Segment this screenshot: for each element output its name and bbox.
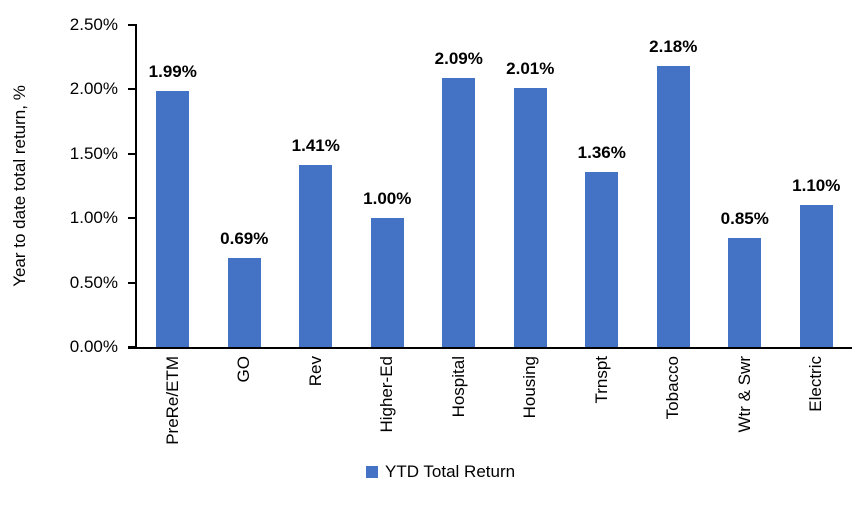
bar-value-label: 2.09% [434,48,483,68]
bar [728,237,762,347]
x-category-label: Hospital [448,356,468,418]
bar-value-label: 1.36% [577,142,626,162]
x-category-label: Wtr & Swr [734,356,754,433]
y-tick-mark [128,346,137,348]
bar [585,171,619,347]
y-axis-title: Year to date total return, % [10,85,29,287]
bar-value-label: 1.99% [148,61,197,81]
legend-label: YTD Total Return [385,462,516,481]
bar [299,165,333,347]
bar [799,205,833,347]
bar-value-label: 1.41% [291,136,340,156]
x-category-label: Electric [806,356,826,412]
x-category-label: Higher-Ed [377,356,397,433]
y-tick-mark [128,152,137,155]
bar [370,218,404,347]
bar [656,66,690,347]
y-tick-label: 2.00% [69,79,118,99]
y-tick-label: 2.50% [69,15,118,34]
x-category-label: Tobacco [663,356,683,420]
bar-value-label: 0.85% [720,208,769,228]
y-axis-line [135,25,137,349]
y-tick-label: 1.50% [69,143,118,163]
x-category-label: Trnspt [591,356,611,404]
bar-value-label: 2.18% [649,37,698,57]
x-axis-line [128,347,852,349]
bar [442,77,476,347]
bar [227,258,261,347]
bar [156,90,190,347]
y-tick-mark [128,281,137,284]
bar-value-label: 1.10% [792,176,841,196]
plot-area: 1.99% 0.69% 1.41% 1.00% 2.09% 2.01% 1.36% 2.18%… [137,25,852,347]
bar-value-label: 2.01% [506,59,555,79]
legend-swatch [366,466,378,478]
y-tick-mark [128,217,137,220]
y-tick-label: 0.50% [69,272,118,292]
y-tick-label: 1.00% [69,208,118,228]
x-category-label: PreRe/ETM [162,356,182,445]
y-tick-mark [128,24,137,26]
bar-value-label: 0.69% [220,229,269,249]
x-category-label: Housing [520,356,540,419]
bar-value-label: 1.00% [363,189,412,209]
legend: YTD Total Return [366,462,515,482]
x-category-label: Rev [305,356,325,387]
bar [513,88,547,347]
x-category-label: GO [234,356,254,383]
y-tick-label: 0.00% [69,337,118,356]
y-tick-mark [128,88,137,91]
